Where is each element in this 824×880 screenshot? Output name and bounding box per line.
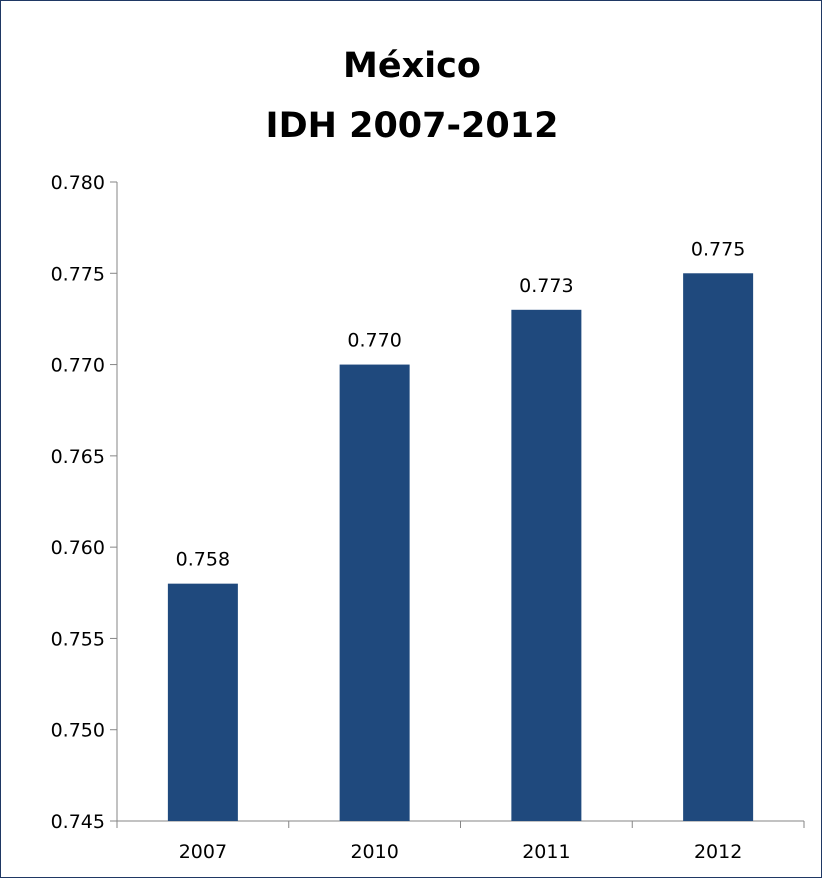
data-label: 0.773 xyxy=(519,275,573,297)
x-tick-label: 2007 xyxy=(179,841,227,863)
x-tick-label: 2010 xyxy=(350,841,398,863)
data-label: 0.770 xyxy=(347,330,401,352)
bar xyxy=(339,364,410,821)
labels: 0.780 0.775 0.770 0.765 0.760 0.755 0.750 0.745… xyxy=(51,172,746,863)
bar xyxy=(683,273,754,821)
y-tick-label: 0.775 xyxy=(51,263,105,285)
chart-title-line-2: IDH 2007-2012 xyxy=(265,106,559,146)
y-tick-label: 0.780 xyxy=(51,172,105,194)
y-tick-label: 0.770 xyxy=(51,355,105,377)
y-tick-label: 0.760 xyxy=(51,537,105,559)
bar xyxy=(167,583,238,821)
data-label: 0.758 xyxy=(176,549,230,571)
data-label: 0.775 xyxy=(691,238,745,260)
y-tick-label: 0.765 xyxy=(51,446,105,468)
bars xyxy=(167,273,754,821)
y-tick-label: 0.755 xyxy=(51,628,105,650)
y-tick-label: 0.745 xyxy=(51,811,105,833)
y-tick-label: 0.750 xyxy=(51,720,105,742)
bar xyxy=(511,309,582,821)
chart-title-line-1: México xyxy=(343,46,481,86)
x-tick-label: 2012 xyxy=(694,841,742,863)
x-tick-label: 2011 xyxy=(522,841,570,863)
